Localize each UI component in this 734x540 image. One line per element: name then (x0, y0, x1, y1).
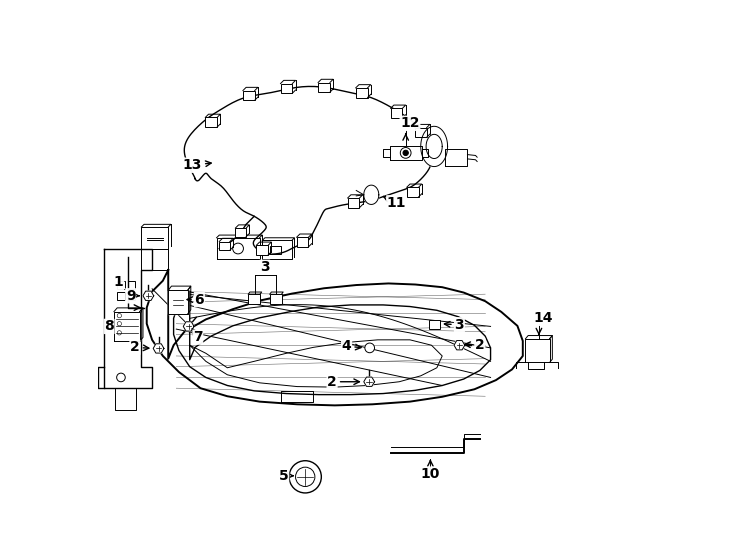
Bar (297, 237, 308, 247)
Text: 10: 10 (421, 467, 440, 481)
Polygon shape (364, 377, 374, 387)
Bar (248, 294, 260, 304)
Polygon shape (168, 291, 188, 314)
Text: 7: 7 (192, 329, 203, 344)
Text: 1: 1 (114, 275, 123, 289)
Bar (206, 117, 217, 127)
Bar (270, 246, 281, 254)
Bar (128, 281, 136, 289)
Bar (407, 187, 418, 197)
Polygon shape (114, 312, 139, 341)
Text: 8: 8 (104, 319, 114, 333)
Bar (280, 84, 292, 93)
Polygon shape (143, 291, 153, 300)
Polygon shape (390, 146, 422, 160)
Text: 3: 3 (260, 260, 269, 274)
Circle shape (400, 147, 411, 158)
Text: 4: 4 (342, 339, 361, 353)
Polygon shape (103, 248, 152, 388)
Bar (117, 281, 125, 289)
Text: 2: 2 (327, 375, 360, 389)
Text: 14: 14 (534, 312, 553, 325)
Bar (318, 83, 330, 92)
Polygon shape (184, 322, 194, 331)
Bar (243, 91, 255, 100)
Bar (390, 109, 402, 118)
Polygon shape (364, 185, 379, 205)
Polygon shape (526, 339, 550, 362)
Bar (270, 294, 282, 304)
Circle shape (365, 343, 374, 353)
Bar (236, 228, 246, 237)
Text: 13: 13 (183, 158, 211, 172)
Text: 12: 12 (400, 116, 420, 130)
Bar (128, 292, 136, 300)
Polygon shape (217, 238, 260, 259)
Bar (256, 245, 268, 255)
Circle shape (289, 461, 321, 493)
Text: 2: 2 (465, 338, 484, 352)
Polygon shape (421, 126, 448, 166)
Bar (348, 198, 360, 208)
Bar (117, 292, 125, 300)
Text: 6: 6 (187, 293, 204, 307)
Polygon shape (262, 240, 292, 259)
Text: 2: 2 (130, 340, 149, 354)
Bar (356, 88, 368, 98)
Polygon shape (147, 270, 523, 406)
Polygon shape (445, 148, 468, 166)
Polygon shape (426, 134, 442, 159)
Polygon shape (153, 344, 164, 353)
Text: 9: 9 (126, 289, 139, 303)
Circle shape (403, 150, 408, 156)
Text: 3: 3 (444, 318, 464, 332)
Circle shape (296, 467, 315, 487)
Bar (219, 241, 230, 250)
Text: 11: 11 (383, 196, 407, 210)
Bar (429, 321, 440, 329)
Polygon shape (454, 341, 465, 350)
Text: 5: 5 (279, 469, 293, 483)
Bar (415, 127, 426, 137)
